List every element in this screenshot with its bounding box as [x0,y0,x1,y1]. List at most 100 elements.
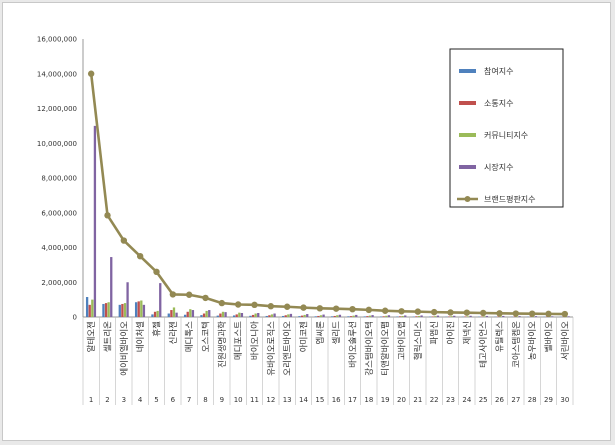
x-category-name: 제넥신 [462,321,473,344]
x-category-name: 네이처셀 [135,321,146,352]
bar [200,315,203,317]
legend-swatch [459,165,476,169]
x-tick-label: 20 [397,396,406,404]
bar [221,311,225,317]
line-point [398,308,405,315]
bar [265,315,268,317]
bar [232,315,236,317]
line-point [185,291,193,298]
line-point [479,309,487,317]
legend-box [449,48,564,208]
x-category-name: 티앤알바이오팹 [380,321,391,376]
bar [366,316,369,317]
x-tick-label: 16 [332,396,341,404]
line-point [414,308,422,315]
x-category-name: 진원생명과학 [217,321,228,368]
bar [219,313,222,317]
x-tick-label: 29 [544,396,553,404]
bar [303,314,306,317]
x-tick-label: 15 [315,396,324,404]
x-tick-label: 23 [446,396,455,404]
bar [273,313,276,317]
y-tick-label: 6,000,000 [41,209,77,217]
x-tick-label: 28 [528,396,537,404]
line-point [447,309,454,316]
line-point [561,310,569,318]
x-tick-label: 17 [348,396,357,404]
bar [338,314,342,317]
bar [270,314,274,317]
bar [205,310,208,317]
bar [352,315,355,317]
bar [464,316,467,317]
bar [355,314,358,317]
bar [251,314,255,317]
bar [363,316,366,317]
x-category-name: 유틸렉스 [495,321,506,352]
bar [167,313,170,317]
bar [322,314,325,317]
bar [368,315,372,317]
x-category-name: 메디톡스 [185,321,195,352]
bar [396,316,399,317]
bar [317,315,320,317]
bar [175,312,178,317]
x-tick-label: 24 [462,396,471,404]
x-tick-label: 13 [283,396,292,404]
bar [336,315,339,317]
line-point [136,252,144,260]
x-tick-label: 25 [479,396,488,404]
bar [238,312,241,317]
bar [202,313,206,317]
bar [534,316,538,317]
x-category-name: 휴젤 [152,321,163,337]
x-tick-label: 2 [105,396,109,404]
line-point [316,305,324,312]
bar [447,316,451,317]
x-tick-label: 1 [89,396,93,404]
bar [289,313,293,317]
line-point [528,310,536,317]
bar [387,315,391,317]
x-tick-label: 19 [381,396,390,404]
chart-frame: 0 2,000,000 4,000,000 6,000,000 8,000,000 10,… [2,2,611,441]
line-point [234,301,242,308]
bar [347,316,350,317]
bar [102,303,105,317]
x-category-name: 아이진 [446,321,457,344]
x-category-name: 강스템바이오텍 [364,321,375,376]
line-point [349,305,356,313]
bar [216,315,219,317]
line-point [430,308,438,316]
x-tick-label: 10 [234,396,243,404]
bar [191,310,195,317]
y-tick-label: 0 [73,314,77,322]
x-tick-label: 27 [511,396,520,404]
x-category-name: 알테오젠 [86,321,97,352]
line-point [545,310,552,318]
x-tick-label: 6 [171,396,176,404]
y-tick-label: 10,000,000 [37,140,77,148]
x-category-name: 셀트리온 [103,321,114,352]
x-tick-label: 21 [413,396,422,404]
line-point [202,294,209,302]
x-tick-label: 26 [495,396,504,404]
bar [434,316,437,317]
legend-label: 소통지수 [484,99,513,108]
bar [300,315,304,317]
bar [314,316,317,317]
x-category-name: 셀리드 [331,321,342,345]
bar [431,316,434,317]
bar [85,297,89,317]
bar [107,302,110,317]
line-point [153,268,160,276]
line-point [300,304,307,311]
legend-label: 브랜드평판지수 [484,194,536,204]
x-category-name: 고바이오랩 [397,321,408,360]
line-point [283,303,291,310]
y-axis: 0 2,000,000 4,000,000 6,000,000 8,000,000 10,… [37,36,84,322]
line-point [512,310,520,317]
bar [189,309,192,317]
bar [126,282,129,317]
